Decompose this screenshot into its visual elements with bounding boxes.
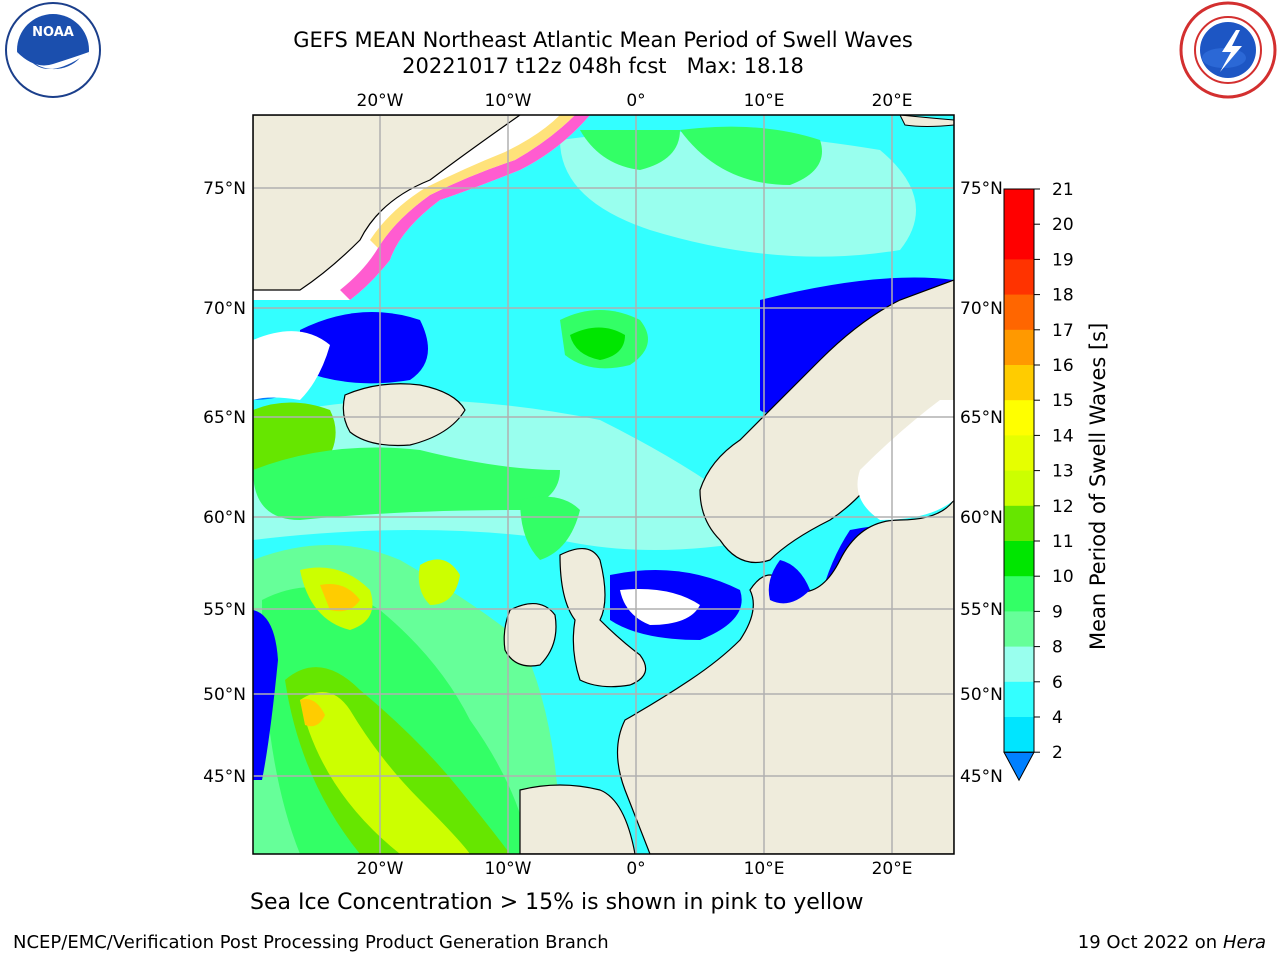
noaa-logo: NOAA bbox=[5, 2, 101, 98]
field-region bbox=[300, 312, 428, 384]
colorbar-tick-label: 18 bbox=[1052, 286, 1074, 306]
colorbar bbox=[1003, 188, 1035, 782]
map-field bbox=[253, 115, 954, 854]
colorbar-segment bbox=[1004, 294, 1034, 331]
lat-label-left: 45°N bbox=[203, 767, 246, 787]
colorbar-segment bbox=[1004, 400, 1034, 436]
land-region bbox=[857, 400, 954, 520]
field-region bbox=[520, 496, 580, 560]
host-name: Hera bbox=[1222, 932, 1266, 953]
lon-label-bottom: 10°E bbox=[744, 859, 785, 879]
lat-label-left: 65°N bbox=[203, 408, 246, 428]
colorbar-segment bbox=[1004, 611, 1034, 648]
lon-label-bottom: 20°W bbox=[357, 859, 404, 879]
lon-label-top: 0° bbox=[626, 91, 645, 111]
colorbar-segment bbox=[1004, 259, 1034, 296]
colorbar-tick-label: 2 bbox=[1052, 743, 1063, 763]
date-text: 19 Oct 2022 on bbox=[1077, 932, 1223, 953]
colorbar-tick-label: 12 bbox=[1052, 497, 1074, 517]
colorbar-segment bbox=[1004, 329, 1034, 366]
colorbar-tick-label: 11 bbox=[1052, 532, 1074, 552]
colorbar-tick-label: 8 bbox=[1052, 638, 1063, 658]
colorbar-segment bbox=[1004, 646, 1034, 683]
lon-label-bottom: 0° bbox=[626, 859, 645, 879]
colorbar-tick-label: 19 bbox=[1052, 250, 1074, 270]
lat-label-left: 50°N bbox=[203, 685, 246, 705]
field-region bbox=[620, 589, 700, 625]
colorbar-tick-label: 17 bbox=[1052, 321, 1074, 341]
field-region bbox=[320, 584, 360, 612]
lat-label-left: 60°N bbox=[203, 508, 246, 528]
colorbar-segment bbox=[1004, 505, 1034, 542]
great-britain-land bbox=[559, 548, 647, 688]
field-region bbox=[253, 447, 560, 520]
lon-label-top: 20°W bbox=[357, 91, 404, 111]
colorbar-segment bbox=[1004, 435, 1034, 472]
colorbar-tick-label: 15 bbox=[1052, 391, 1074, 411]
lon-label-bottom: 10°W bbox=[485, 859, 532, 879]
colorbar-tick-label: 14 bbox=[1052, 426, 1074, 446]
chart-title-line2: 20221017 t12z 048h fcst Max: 18.18 bbox=[402, 54, 804, 78]
chart-title-line1: GEFS MEAN Northeast Atlantic Mean Period… bbox=[293, 28, 913, 52]
colorbar-tick-label: 20 bbox=[1052, 215, 1074, 235]
colorbar-tick-label: 9 bbox=[1052, 602, 1063, 622]
colorbar-segment bbox=[1004, 365, 1034, 401]
field-region bbox=[300, 692, 470, 854]
svg-text:NOAA: NOAA bbox=[32, 25, 74, 40]
lat-label-right: 70°N bbox=[960, 299, 1003, 319]
colorbar-tick-label: 6 bbox=[1052, 673, 1063, 693]
field-region bbox=[580, 130, 680, 170]
ireland-land bbox=[503, 603, 557, 667]
nws-logo bbox=[1179, 1, 1277, 99]
colorbar-tick-label: 21 bbox=[1052, 180, 1074, 200]
lon-label-top: 20°E bbox=[872, 91, 913, 111]
colorbar-title: Mean Period of Swell Waves [s] bbox=[1086, 322, 1110, 650]
colorbar-segment bbox=[1004, 470, 1034, 507]
lat-label-left: 75°N bbox=[203, 179, 246, 199]
land-region bbox=[899, 115, 954, 127]
field-region bbox=[418, 559, 460, 605]
lat-label-right: 65°N bbox=[960, 408, 1003, 428]
greenland-land bbox=[253, 115, 522, 291]
colorbar-segment bbox=[1004, 541, 1034, 577]
colorbar-tick-label: 4 bbox=[1052, 708, 1063, 728]
lon-label-top: 10°W bbox=[485, 91, 532, 111]
lat-label-right: 45°N bbox=[960, 767, 1003, 787]
graticule bbox=[253, 115, 954, 854]
land-region bbox=[253, 331, 330, 400]
map-frame bbox=[252, 114, 955, 855]
lat-label-right: 60°N bbox=[960, 508, 1003, 528]
sea-ice-edge bbox=[340, 115, 590, 300]
field-region bbox=[300, 699, 325, 727]
colorbar-extension bbox=[1003, 751, 1035, 782]
colorbar-ticks: 21 20 19 18 17 16 15 14 13 12 11 10 9 8 6 4 2 bbox=[1034, 180, 1074, 763]
colorbar-tick-label: 10 bbox=[1052, 567, 1074, 587]
field-region bbox=[253, 610, 278, 780]
lon-label-top: 10°E bbox=[744, 91, 785, 111]
colorbar-tick-label: 16 bbox=[1052, 356, 1074, 376]
date-note: 19 Oct 2022 on Hera bbox=[1078, 932, 1266, 953]
colorbar-segment bbox=[1004, 717, 1034, 753]
lat-label-right: 55°N bbox=[960, 600, 1003, 620]
field-region bbox=[680, 126, 822, 185]
field-region bbox=[768, 560, 810, 604]
colorbar-segment bbox=[1004, 576, 1034, 612]
credit-line: NCEP/EMC/Verification Post Processing Pr… bbox=[13, 932, 609, 953]
sea-ice-edge bbox=[370, 115, 575, 248]
lon-label-bottom: 20°E bbox=[872, 859, 913, 879]
iberia-land bbox=[519, 784, 636, 854]
colorbar-segment bbox=[1004, 681, 1034, 718]
sea-ice-note: Sea Ice Concentration > 15% is shown in … bbox=[250, 890, 864, 915]
colorbar-tick-label: 13 bbox=[1052, 462, 1074, 482]
lat-label-right: 75°N bbox=[960, 179, 1003, 199]
lat-label-left: 55°N bbox=[203, 600, 246, 620]
iceland-land bbox=[342, 383, 466, 447]
field-region bbox=[570, 327, 625, 360]
lat-label-left: 70°N bbox=[203, 299, 246, 319]
colorbar-segment bbox=[1004, 189, 1034, 260]
lat-label-right: 50°N bbox=[960, 685, 1003, 705]
